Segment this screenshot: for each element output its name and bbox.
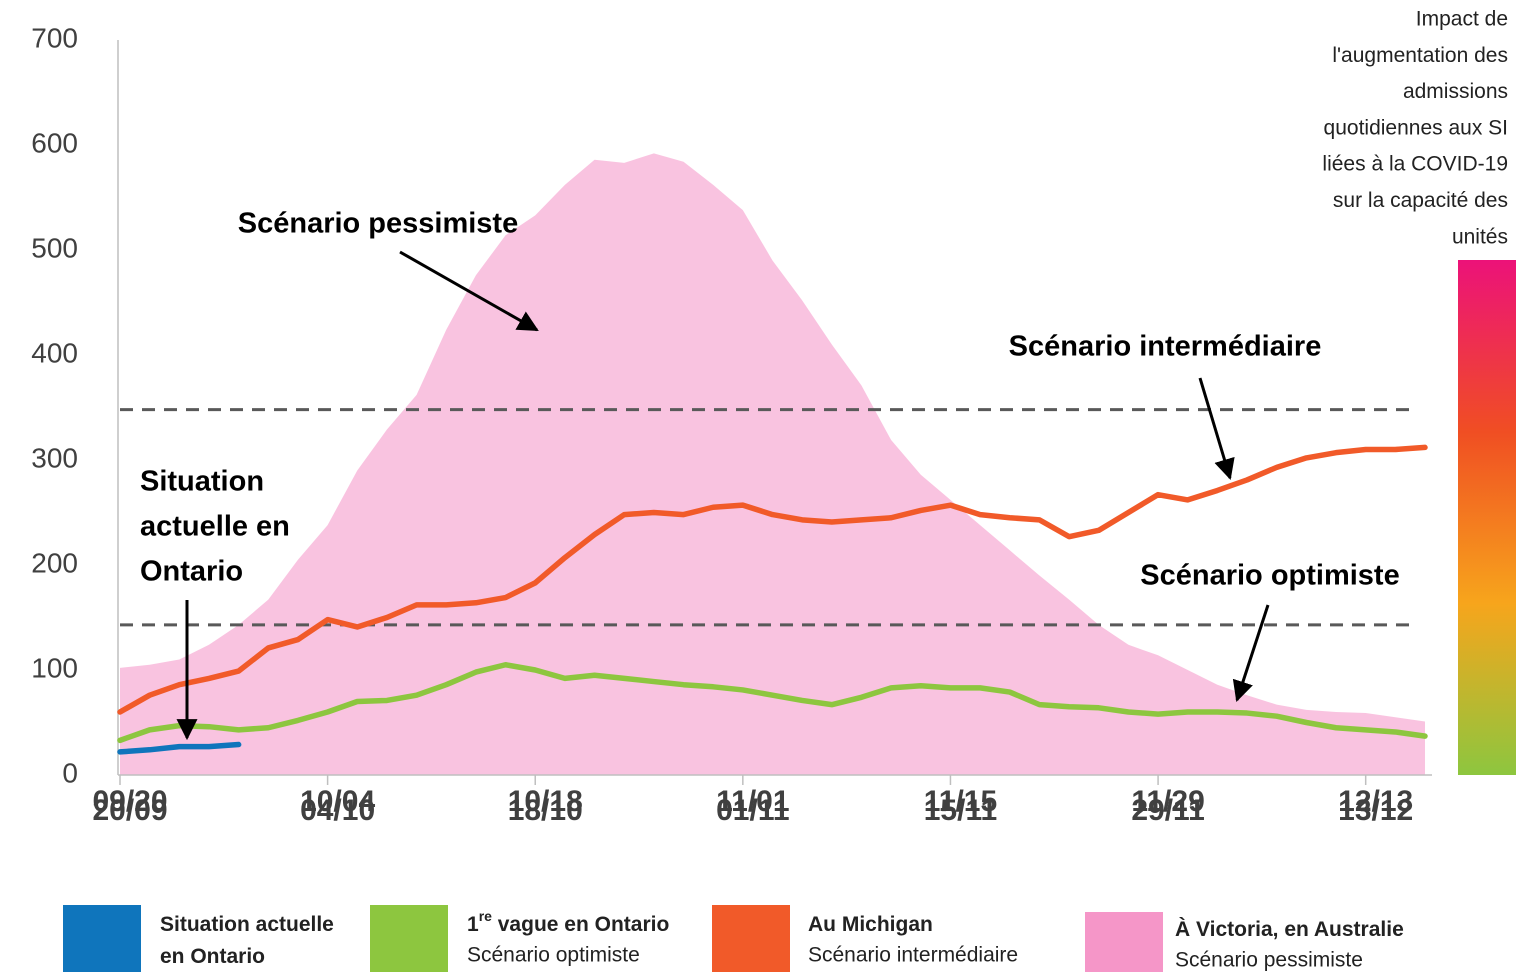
x-tick-label: 12/13 xyxy=(1338,785,1413,818)
y-tick-label: 200 xyxy=(31,547,78,578)
annotation-arrow xyxy=(1232,604,1270,702)
colorbar xyxy=(1458,260,1516,775)
line xyxy=(117,741,242,755)
annotation-arrow xyxy=(399,250,539,332)
legend-label-part: vague en Ontario xyxy=(492,913,669,936)
legend-sublabel: Scénario intermédiaire xyxy=(808,944,1018,967)
x-tick-label: 18/10 xyxy=(508,794,583,827)
colorbar-title: admissions xyxy=(1403,80,1508,103)
legend-label: Au Michigan xyxy=(808,913,933,936)
legend-sublabel: Scénario pessimiste xyxy=(1175,949,1363,972)
x-tick-label: 10/18 xyxy=(508,785,583,818)
colorbar-title: quotidiennes aux SI xyxy=(1324,116,1508,139)
legend-label-part: 1 xyxy=(467,913,479,936)
annotation: Scénario pessimiste xyxy=(238,208,518,240)
x-tick-label: 11/29 xyxy=(1131,785,1204,818)
colorbar-title: Impact de xyxy=(1416,8,1508,31)
legend-swatch xyxy=(370,905,448,972)
x-tick-label: 20/09 xyxy=(92,794,167,827)
line xyxy=(117,444,1428,715)
x-tick-label: 15/11 xyxy=(924,794,997,827)
y-tick-label: 400 xyxy=(31,337,78,368)
legend-label-part: re xyxy=(479,908,492,924)
legend-label: en Ontario xyxy=(160,945,265,968)
x-tick-label: 10/04 xyxy=(300,785,375,818)
annotation: Situation xyxy=(140,466,264,498)
x-tick-label: 11/15 xyxy=(924,785,997,818)
legend-label: Situation actuelle xyxy=(160,913,334,936)
legend-swatch xyxy=(712,905,790,972)
annotation: Scénario optimiste xyxy=(1140,560,1399,592)
y-tick-label: 600 xyxy=(31,127,78,158)
colorbar-title: unités xyxy=(1452,225,1508,248)
area xyxy=(120,153,1425,775)
annotation: actuelle en xyxy=(140,511,290,543)
colorbar-title: l'augmentation des xyxy=(1332,44,1508,67)
x-tick-label: 13/12 xyxy=(1338,794,1413,827)
y-tick-label: 500 xyxy=(31,232,78,263)
y-tick-label: 0 xyxy=(62,757,78,788)
colorbar-title: liées à la COVID-19 xyxy=(1322,153,1508,176)
legend-swatch xyxy=(63,905,141,972)
legend-label-part: Au Michigan xyxy=(808,913,933,936)
y-tick-label: 100 xyxy=(31,652,78,683)
colorbar-title: sur la capacité des xyxy=(1333,189,1508,212)
x-tick-label: 04/10 xyxy=(300,794,375,827)
annotation-arrow xyxy=(1198,377,1235,481)
y-tick-label: 300 xyxy=(31,442,78,473)
annotation: Ontario xyxy=(140,556,243,588)
legend-label: 1re vague en Ontario xyxy=(467,908,669,936)
x-tick-label: 11/01 xyxy=(716,785,789,818)
legend-swatch xyxy=(1085,912,1163,972)
y-tick-label: 700 xyxy=(31,22,78,53)
legend-sublabel: Scénario optimiste xyxy=(467,944,640,967)
legend-label-part: Situation actuelle xyxy=(160,913,334,936)
x-tick-label: 29/11 xyxy=(1131,794,1204,827)
legend-label-part: À Victoria, en Australie xyxy=(1175,918,1404,941)
legend-label: À Victoria, en Australie xyxy=(1175,918,1404,941)
x-tick-label: 09/20 xyxy=(92,785,167,818)
annotation: Scénario intermédiaire xyxy=(1009,331,1322,363)
x-tick-label: 01/11 xyxy=(716,794,789,827)
legend-label-part: en Ontario xyxy=(160,945,265,968)
line xyxy=(117,662,1428,744)
